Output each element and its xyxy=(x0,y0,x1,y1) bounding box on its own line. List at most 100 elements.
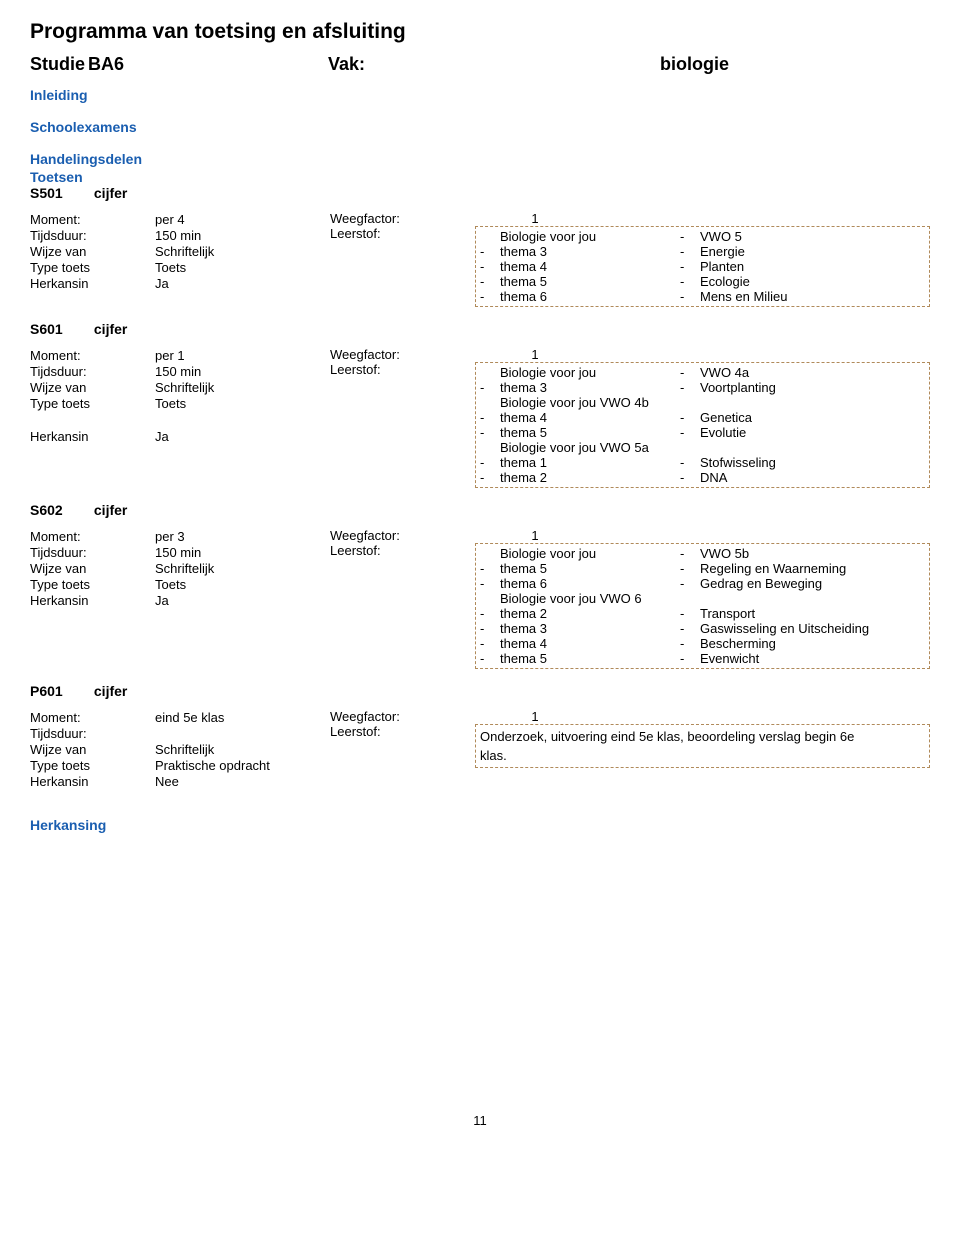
label-tijdsduur: Tijdsduur: xyxy=(30,545,155,560)
cell-sep: - xyxy=(680,244,700,259)
code: S601 xyxy=(30,321,90,337)
cell-desc: VWO 4a xyxy=(700,365,925,380)
heading-handelingsdelen: Handelingsdelen xyxy=(30,151,930,167)
leerstof-label: Leerstof: xyxy=(330,226,475,307)
leerstof-box: Onderzoek, uitvoering eind 5e klas, beoo… xyxy=(475,724,930,768)
block-s602: S602 cijfer Moment:per 3 Tijdsduur:150 m… xyxy=(30,502,930,669)
leerstof-text-2: klas. xyxy=(480,746,925,765)
studie-label: Studie xyxy=(30,54,88,75)
cell-desc: VWO 5 xyxy=(700,229,925,244)
cell-sep xyxy=(680,591,700,606)
cell-dash: - xyxy=(480,621,500,636)
label-typetoets: Type toets xyxy=(30,758,155,773)
moment: eind 5e klas xyxy=(155,710,224,725)
code: P601 xyxy=(30,683,90,699)
cell-desc: Gaswisseling en Uitscheiding xyxy=(700,621,925,636)
label-wijze: Wijze van xyxy=(30,244,155,259)
label-moment: Moment: xyxy=(30,212,155,227)
block-p601: P601 cijfer Moment:eind 5e klas Tijdsduu… xyxy=(30,683,930,789)
weegfactor-value: 1 xyxy=(475,347,595,362)
code: S602 xyxy=(30,502,90,518)
cell-sep: - xyxy=(680,410,700,425)
label-tijdsduur: Tijdsduur: xyxy=(30,726,155,741)
typetoets: Toets xyxy=(155,577,186,592)
weegfactor-value: 1 xyxy=(475,528,595,543)
heading-toetsen: Toetsen xyxy=(30,169,930,185)
cell-dash: - xyxy=(480,606,500,621)
label-tijdsduur: Tijdsduur: xyxy=(30,364,155,379)
cell-topic: Biologie voor jou xyxy=(500,229,680,244)
cell-topic: Biologie voor jou VWO 6 xyxy=(500,591,680,606)
label-moment: Moment: xyxy=(30,710,155,725)
cell-topic: thema 4 xyxy=(500,259,680,274)
label-wijze: Wijze van xyxy=(30,561,155,576)
cell-topic: thema 3 xyxy=(500,621,680,636)
cell-sep: - xyxy=(680,561,700,576)
typetoets: Praktische opdracht xyxy=(155,758,270,773)
cell-dash: - xyxy=(480,651,500,666)
cell-dash: - xyxy=(480,259,500,274)
leerstof-row: -thema 1-Stofwisseling xyxy=(480,455,925,470)
moment: per 1 xyxy=(155,348,185,363)
moment: per 4 xyxy=(155,212,185,227)
cell-sep xyxy=(680,395,700,410)
cell-sep: - xyxy=(680,576,700,591)
cell-desc xyxy=(700,395,925,410)
leerstof-row: Biologie voor jou-VWO 4a xyxy=(480,365,925,380)
cell-dash xyxy=(480,546,500,561)
cell-dash xyxy=(480,440,500,455)
leerstof-row: Biologie voor jou VWO 6 xyxy=(480,591,925,606)
leerstof-box: Biologie voor jou-VWO 4a-thema 3-Voortpl… xyxy=(475,362,930,488)
cell-desc: Voortplanting xyxy=(700,380,925,395)
leerstof-text-1: Onderzoek, uitvoering eind 5e klas, beoo… xyxy=(480,727,925,746)
herkansin: Ja xyxy=(155,593,169,608)
studie-line: Studie BA6 Vak: biologie xyxy=(30,54,930,75)
leerstof-row: Biologie voor jou-VWO 5b xyxy=(480,546,925,561)
leerstof-row: -thema 6-Mens en Milieu xyxy=(480,289,925,304)
cell-sep: - xyxy=(680,455,700,470)
cell-topic: Biologie voor jou VWO 5a xyxy=(500,440,680,455)
cell-topic: thema 6 xyxy=(500,289,680,304)
weegfactor-value: 1 xyxy=(475,211,595,226)
label-typetoets: Type toets xyxy=(30,260,155,275)
cell-dash: - xyxy=(480,410,500,425)
leerstof-row: -thema 3-Energie xyxy=(480,244,925,259)
leerstof-row: -thema 5-Regeling en Waarneming xyxy=(480,561,925,576)
cell-topic: thema 2 xyxy=(500,470,680,485)
cell-dash xyxy=(480,365,500,380)
cell-sep: - xyxy=(680,289,700,304)
herkansin: Nee xyxy=(155,774,179,789)
vak-value: biologie xyxy=(660,54,930,75)
herkansin: Ja xyxy=(155,429,169,444)
leerstof-label: Leerstof: xyxy=(330,724,475,768)
tijdsduur: 150 min xyxy=(155,228,201,243)
cell-desc: Gedrag en Beweging xyxy=(700,576,925,591)
cell-desc xyxy=(700,591,925,606)
label-typetoets: Type toets xyxy=(30,577,155,592)
leerstof-row: -thema 4-Genetica xyxy=(480,410,925,425)
tijdsduur: 150 min xyxy=(155,364,201,379)
tijdsduur: 150 min xyxy=(155,545,201,560)
cell-sep: - xyxy=(680,274,700,289)
leerstof-row: Biologie voor jou VWO 5a xyxy=(480,440,925,455)
cell-desc: Mens en Milieu xyxy=(700,289,925,304)
leerstof-row: -thema 2-DNA xyxy=(480,470,925,485)
cell-sep: - xyxy=(680,606,700,621)
cell-topic: thema 5 xyxy=(500,274,680,289)
cell-desc: Ecologie xyxy=(700,274,925,289)
cell-sep: - xyxy=(680,259,700,274)
weegfactor-label: Weegfactor: xyxy=(330,528,475,543)
cell-sep: - xyxy=(680,380,700,395)
cell-topic: thema 3 xyxy=(500,380,680,395)
weegfactor-value: 1 xyxy=(475,709,595,724)
cell-desc: Planten xyxy=(700,259,925,274)
cell-topic: thema 5 xyxy=(500,561,680,576)
cell-dash: - xyxy=(480,576,500,591)
wijze: Schriftelijk xyxy=(155,380,214,395)
label-herkansin: Herkansin xyxy=(30,429,155,444)
heading-inleiding: Inleiding xyxy=(30,87,930,103)
wijze: Schriftelijk xyxy=(155,561,214,576)
cell-desc: VWO 5b xyxy=(700,546,925,561)
heading-herkansing: Herkansing xyxy=(30,817,930,833)
cell-topic: thema 1 xyxy=(500,455,680,470)
